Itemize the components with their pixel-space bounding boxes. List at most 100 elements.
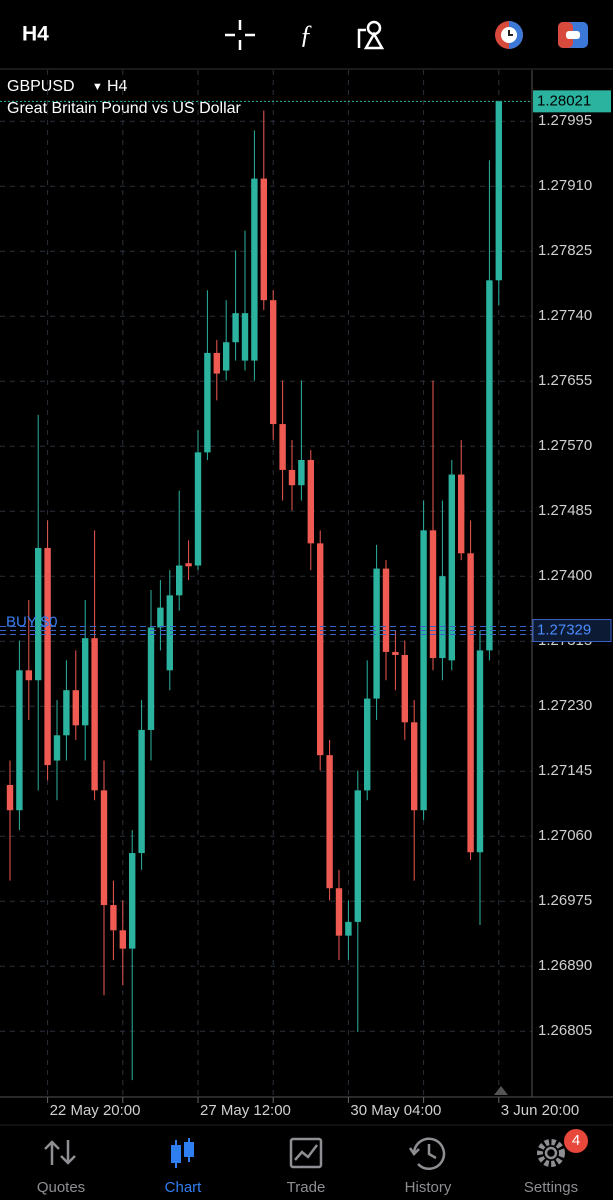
- settings-badge: [564, 1129, 588, 1153]
- candle-body: [279, 424, 286, 470]
- candle-body: [326, 755, 333, 889]
- candle-body: [373, 568, 380, 699]
- y-tick-label: 1.27400: [538, 567, 592, 584]
- current-price-label: 1.28021: [537, 92, 591, 109]
- candle-body: [251, 178, 258, 361]
- order-price-box: [532, 619, 612, 643]
- y-tick-label: 1.27825: [538, 242, 592, 259]
- candle-body: [166, 595, 173, 671]
- symbol[interactable]: GBPUSD: [7, 78, 75, 95]
- order-label: BUY $0: [6, 613, 57, 630]
- objects-icon[interactable]: [357, 20, 385, 50]
- candle-body: [119, 930, 126, 949]
- candle-body: [185, 563, 192, 567]
- candle-body: [82, 638, 89, 726]
- candle-body: [138, 729, 145, 854]
- candle-body: [354, 790, 361, 922]
- settings-badge-count: 4: [572, 1132, 580, 1149]
- candle-body: [241, 313, 249, 361]
- y-tick-label: 1.27570: [538, 437, 592, 454]
- candle-body: [129, 853, 136, 949]
- candle-body: [44, 547, 51, 766]
- candle-body: [429, 530, 437, 659]
- trade-tab-icon[interactable]: [289, 1137, 323, 1169]
- candle-body: [298, 460, 305, 486]
- candle-body: [420, 530, 427, 811]
- candle-body: [6, 785, 14, 811]
- current-price-box: [533, 90, 611, 113]
- candle-body: [110, 905, 117, 931]
- candle-body: [364, 698, 371, 791]
- y-tick-label: 1.26805: [538, 1022, 592, 1039]
- candle-body: [345, 921, 352, 936]
- x-tick-label: 30 May 04:00: [350, 1102, 441, 1119]
- indicators-icon[interactable]: ƒ: [300, 20, 313, 49]
- x-tick-label: 22 May 20:00: [50, 1102, 141, 1119]
- y-tick-label: 1.27145: [538, 762, 592, 779]
- candle-body: [382, 568, 390, 652]
- timeframe-button[interactable]: H4: [22, 23, 49, 46]
- candle-body: [35, 547, 42, 681]
- candle-body: [260, 178, 267, 301]
- candle-body: [91, 638, 98, 791]
- candle-body: [213, 352, 220, 374]
- candle-body: [232, 313, 239, 343]
- y-tick-label: 1.27230: [538, 697, 592, 714]
- scroll-marker: [494, 1086, 508, 1095]
- candle-body: [53, 735, 61, 761]
- crosshair-icon[interactable]: [225, 20, 255, 50]
- candle-body: [194, 452, 202, 566]
- candle-body: [467, 553, 474, 853]
- candle-body: [335, 888, 343, 936]
- candle-body: [270, 300, 277, 425]
- tab-label[interactable]: Settings: [524, 1179, 578, 1196]
- history-icon[interactable]: [408, 1137, 446, 1171]
- candle-body: [176, 565, 183, 596]
- candle-body: [16, 670, 23, 811]
- candle-body: [448, 474, 455, 661]
- x-tick-label: 27 May 12:00: [200, 1102, 291, 1119]
- order-price-label: 1.27329: [537, 621, 591, 638]
- tab-label[interactable]: Chart: [165, 1179, 203, 1196]
- candle-body: [458, 474, 465, 554]
- candle-body: [63, 690, 70, 736]
- symbol-dropdown[interactable]: ▼: [92, 81, 103, 93]
- candle-body: [401, 655, 408, 723]
- candle-body: [486, 280, 493, 651]
- tab-label[interactable]: Quotes: [37, 1179, 85, 1196]
- plot: 1.27995 1.27910 1.27825 1.27740 1.27655 1.275…: [0, 70, 613, 1119]
- candle-body: [147, 627, 155, 730]
- candle-body: [307, 460, 314, 544]
- y-tick-label: 1.27740: [538, 307, 592, 324]
- candle-body: [72, 690, 79, 726]
- settings-icon[interactable]: [537, 1139, 565, 1167]
- tab-label[interactable]: Trade: [287, 1179, 326, 1196]
- candle-body: [439, 576, 446, 659]
- y-tick-label: 1.27060: [538, 827, 592, 844]
- chart-timeframe: H4: [107, 78, 128, 95]
- y-tick-label: 1.27995: [538, 112, 592, 129]
- trade-icon[interactable]: [558, 22, 588, 48]
- candle-body: [392, 651, 399, 655]
- candle-body: [223, 342, 230, 371]
- y-tick-label: 1.27910: [538, 177, 592, 194]
- quotes-icon[interactable]: [44, 1140, 76, 1165]
- chart-icon[interactable]: [171, 1138, 194, 1168]
- candle-body: [25, 670, 32, 681]
- y-tick-label: 1.27485: [538, 502, 592, 519]
- y-tick-label: 1.26975: [538, 892, 592, 909]
- candle-body: [100, 790, 108, 906]
- candle-body: [157, 607, 164, 628]
- x-tick-label: 3 Jun 20:00: [501, 1102, 579, 1119]
- candle-body: [411, 722, 418, 811]
- account-icon[interactable]: [495, 21, 523, 49]
- y-tick-label: 1.27655: [538, 372, 592, 389]
- y-tick-label: 1.26890: [538, 957, 592, 974]
- tab-label[interactable]: History: [405, 1179, 452, 1196]
- candle-body: [288, 469, 296, 486]
- candle-body: [317, 543, 324, 756]
- candle-body: [476, 650, 484, 853]
